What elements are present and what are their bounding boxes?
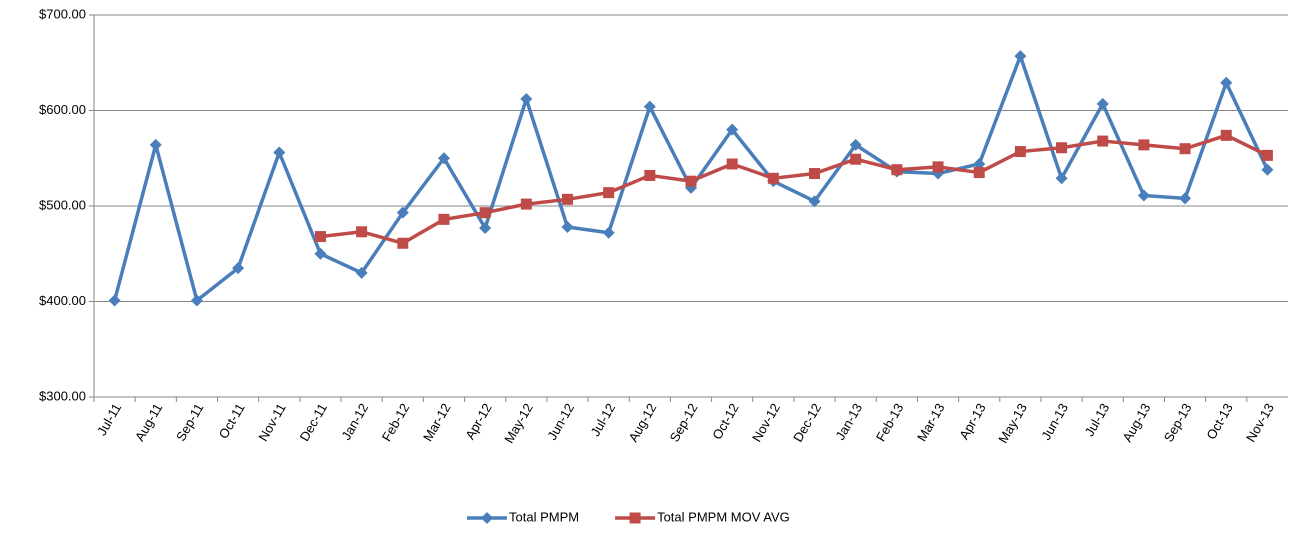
marker (849, 138, 862, 151)
marker (1138, 139, 1150, 151)
x-tick-label: Mar-13 (914, 401, 948, 444)
marker (1055, 172, 1068, 185)
marker (1014, 50, 1027, 63)
marker (603, 187, 615, 199)
marker (397, 237, 409, 249)
marker (479, 207, 491, 219)
y-tick-label: $400.00 (39, 293, 86, 308)
marker (314, 247, 327, 260)
marker (1220, 129, 1232, 141)
marker (1179, 192, 1192, 205)
x-tick-label: Nov-11 (255, 401, 288, 444)
marker (1179, 143, 1191, 155)
x-tick-label: Sep-13 (1161, 401, 1195, 445)
x-tick-label: Apr-13 (956, 401, 989, 442)
x-tick-label: Nov-12 (749, 401, 783, 445)
marker (973, 167, 985, 179)
x-tick-label: Dec-12 (790, 401, 824, 445)
marker (561, 221, 574, 234)
marker (1056, 142, 1068, 154)
marker (767, 172, 779, 184)
marker (355, 266, 368, 279)
marker (644, 169, 656, 181)
marker (396, 206, 409, 219)
marker (108, 294, 121, 307)
y-tick-label: $700.00 (39, 6, 86, 21)
x-tick-label: Oct-11 (216, 401, 248, 441)
marker (232, 262, 245, 275)
legend-label: Total PMPM (509, 509, 579, 524)
marker (726, 158, 738, 170)
marker (479, 221, 492, 234)
marker (685, 175, 697, 187)
marker (932, 161, 944, 173)
marker (1261, 163, 1274, 176)
marker (520, 198, 532, 210)
x-tick-label: May-13 (995, 401, 1030, 446)
y-tick-label: $500.00 (39, 197, 86, 212)
legend: Total PMPM Total PMPM MOV AVG (467, 509, 790, 524)
x-tick-label: Jul-13 (1082, 401, 1113, 439)
x-tick-label: Nov-13 (1243, 401, 1277, 445)
series-line (320, 133, 1269, 245)
marker (520, 93, 533, 106)
x-tick-label: Jul-11 (94, 401, 124, 438)
marker (850, 153, 862, 165)
marker (891, 164, 903, 176)
marker (481, 512, 493, 524)
marker (314, 231, 326, 243)
marker (1014, 146, 1026, 158)
marker (1220, 76, 1233, 89)
marker (1096, 97, 1109, 110)
marker (190, 294, 203, 307)
x-tick-label: Dec-11 (297, 401, 330, 444)
x-tick-label: Jan-13 (832, 401, 865, 443)
x-tick-label: Oct-12 (709, 401, 741, 442)
marker (629, 512, 641, 524)
x-tick-label: Sep-12 (667, 401, 701, 445)
marker (809, 168, 821, 180)
marker (602, 226, 615, 239)
x-tick-label: Mar-12 (420, 401, 454, 444)
y-tick-label: $600.00 (39, 102, 86, 117)
x-tick-label: Sep-11 (173, 401, 206, 444)
marker (1097, 135, 1109, 147)
x-tick-label: Aug-12 (625, 401, 659, 445)
x-tick-label: Aug-11 (132, 401, 165, 444)
x-tick-label: Feb-12 (379, 401, 413, 444)
x-tick-label: Jun-13 (1038, 401, 1071, 443)
marker (356, 226, 368, 238)
legend-label: Total PMPM MOV AVG (657, 509, 790, 524)
x-tick-label: Apr-12 (462, 401, 495, 442)
x-tick-label: Jul-12 (588, 401, 619, 439)
marker (561, 193, 573, 205)
marker (808, 195, 821, 208)
y-tick-label: $300.00 (39, 388, 86, 403)
x-tick-label: Jan-12 (338, 401, 371, 443)
x-tick-label: Aug-13 (1120, 401, 1154, 445)
marker (726, 123, 739, 136)
marker (438, 213, 450, 225)
x-tick-label: May-12 (501, 401, 536, 446)
x-tick-label: Jun-12 (544, 401, 577, 443)
marker (273, 146, 286, 159)
marker (1137, 189, 1150, 202)
marker (149, 138, 162, 151)
marker (973, 157, 986, 170)
x-tick-label: Oct-13 (1203, 401, 1235, 442)
x-tick-label: Feb-13 (873, 401, 907, 444)
marker (437, 152, 450, 165)
marker (1261, 149, 1273, 161)
marker (643, 100, 656, 113)
